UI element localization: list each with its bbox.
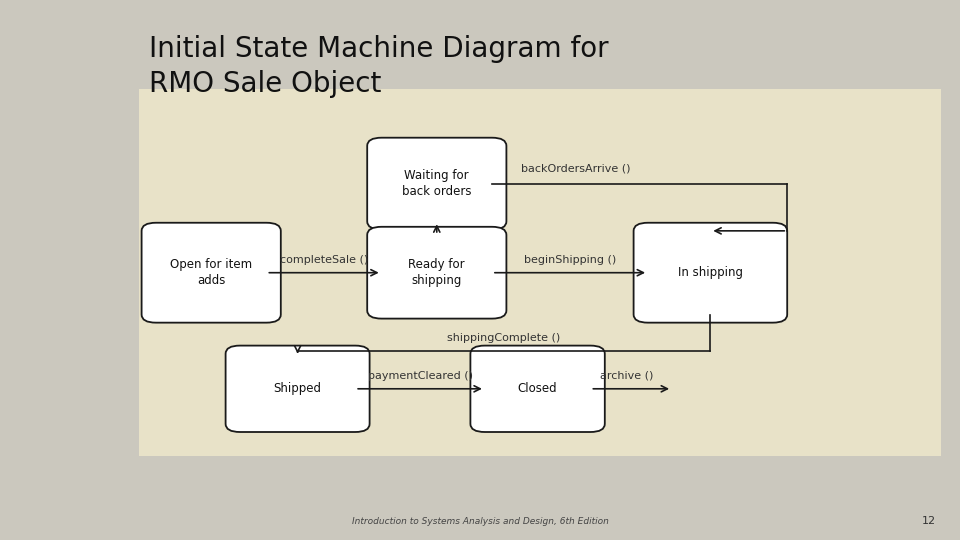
- FancyBboxPatch shape: [634, 223, 787, 322]
- Text: Open for item
adds: Open for item adds: [170, 258, 252, 287]
- Text: 12: 12: [922, 516, 936, 526]
- FancyBboxPatch shape: [226, 346, 370, 432]
- Text: Closed: Closed: [517, 382, 558, 395]
- Text: In shipping: In shipping: [678, 266, 743, 279]
- Text: Ready for
shipping: Ready for shipping: [409, 258, 465, 287]
- Text: RMO Sale Object: RMO Sale Object: [149, 70, 381, 98]
- Text: Waiting for
back orders: Waiting for back orders: [402, 169, 471, 198]
- FancyBboxPatch shape: [367, 138, 507, 230]
- Text: shippingComplete (): shippingComplete (): [447, 333, 561, 343]
- Text: archive (): archive (): [600, 370, 654, 381]
- FancyBboxPatch shape: [367, 227, 507, 319]
- Text: paymentCleared (): paymentCleared (): [368, 370, 472, 381]
- Text: beginShipping (): beginShipping (): [524, 254, 616, 265]
- Text: Introduction to Systems Analysis and Design, 6th Edition: Introduction to Systems Analysis and Des…: [351, 517, 609, 526]
- Text: Initial State Machine Diagram for: Initial State Machine Diagram for: [149, 35, 609, 63]
- FancyBboxPatch shape: [139, 89, 941, 456]
- Text: completeSale (): completeSale (): [280, 254, 368, 265]
- FancyBboxPatch shape: [142, 223, 280, 322]
- Text: Shipped: Shipped: [274, 382, 322, 395]
- FancyBboxPatch shape: [470, 346, 605, 432]
- Text: backOrdersArrive (): backOrdersArrive (): [521, 164, 631, 174]
